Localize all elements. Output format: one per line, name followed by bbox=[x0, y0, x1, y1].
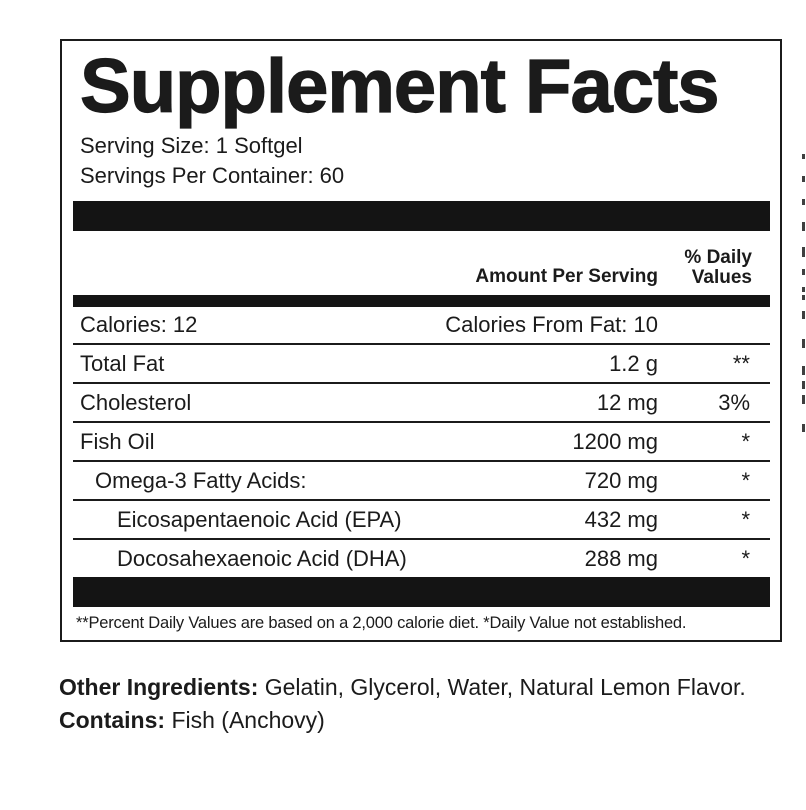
nutrient-name: Total Fat bbox=[80, 350, 165, 376]
serving-size-text: Serving Size: 1 Softgel bbox=[80, 133, 303, 158]
divider-bar-top bbox=[73, 201, 770, 231]
calories-label: Calories: 12 bbox=[80, 312, 198, 337]
footnote: **Percent Daily Values are based on a 2,… bbox=[76, 614, 687, 632]
contains-line: Contains: Fish (Anchovy) bbox=[59, 704, 789, 737]
nutrient-daily-value: * bbox=[741, 506, 750, 532]
column-header-percent-daily-values: % Daily Values bbox=[658, 248, 770, 288]
divider-bar-under-header bbox=[73, 295, 770, 307]
below-panel-text: Other Ingredients: Gelatin, Glycerol, Wa… bbox=[59, 671, 789, 737]
other-ingredients-label: Other Ingredients: bbox=[59, 674, 259, 700]
nutrient-daily-value: * bbox=[741, 428, 750, 454]
nutrient-row-total-fat: Total Fat 1.2 g ** bbox=[73, 343, 770, 382]
contains-text: Fish (Anchovy) bbox=[165, 707, 325, 733]
nutrient-row-fish-oil: Fish Oil 1200 mg * bbox=[73, 421, 770, 460]
nutrient-amount: 720 mg bbox=[584, 467, 658, 493]
contains-label: Contains: bbox=[59, 707, 166, 733]
nutrient-row-cholesterol: Cholesterol 12 mg 3% bbox=[73, 382, 770, 421]
nutrient-amount: 1200 mg bbox=[572, 428, 658, 454]
table-header-row: Amount Per Serving % Daily Values bbox=[73, 231, 770, 295]
other-ingredients-line: Other Ingredients: Gelatin, Glycerol, Wa… bbox=[59, 671, 789, 704]
calories-row: Calories: 12 Calories From Fat: 10 bbox=[73, 307, 770, 343]
divider-bar-bottom bbox=[73, 577, 770, 607]
serving-info: Serving Size: 1 Softgel Servings Per Con… bbox=[80, 131, 770, 191]
other-ingredients-text: Gelatin, Glycerol, Water, Natural Lemon … bbox=[258, 674, 746, 700]
nutrient-row-omega-3-fatty-acids: Omega-3 Fatty Acids: 720 mg * bbox=[73, 460, 770, 499]
calories-from-fat-label: Calories From Fat: 10 bbox=[445, 312, 658, 337]
supplement-facts-panel: Supplement Facts Serving Size: 1 Softgel… bbox=[60, 39, 782, 642]
daily-values-header-line1: % Daily bbox=[684, 247, 752, 268]
nutrient-name: Cholesterol bbox=[80, 389, 192, 415]
nutrient-daily-value: ** bbox=[732, 350, 750, 376]
nutrient-name: Fish Oil bbox=[80, 428, 155, 454]
nutrient-row-epa: Eicosapentaenoic Acid (EPA) 432 mg * bbox=[73, 499, 770, 538]
nutrient-amount: 1.2 g bbox=[609, 350, 658, 376]
nutrient-name: Docosahexaenoic Acid (DHA) bbox=[117, 545, 407, 571]
nutrient-name: Omega-3 Fatty Acids: bbox=[95, 467, 307, 493]
daily-values-header-line2: Values bbox=[691, 267, 752, 288]
column-header-amount-per-serving: Amount Per Serving bbox=[475, 266, 658, 287]
clipped-edge-text bbox=[800, 0, 806, 810]
nutrient-amount: 288 mg bbox=[584, 545, 658, 571]
nutrient-amount: 432 mg bbox=[584, 506, 658, 532]
panel-title: Supplement Facts bbox=[79, 44, 720, 129]
nutrient-row-dha: Docosahexaenoic Acid (DHA) 288 mg * bbox=[73, 538, 770, 577]
nutrient-name: Eicosapentaenoic Acid (EPA) bbox=[117, 506, 402, 532]
nutrient-daily-value: * bbox=[741, 467, 750, 493]
nutrient-daily-value: * bbox=[741, 545, 750, 571]
nutrient-amount: 12 mg bbox=[596, 389, 658, 415]
servings-per-container-text: Servings Per Container: 60 bbox=[80, 163, 345, 188]
nutrient-daily-value: 3% bbox=[718, 389, 750, 415]
